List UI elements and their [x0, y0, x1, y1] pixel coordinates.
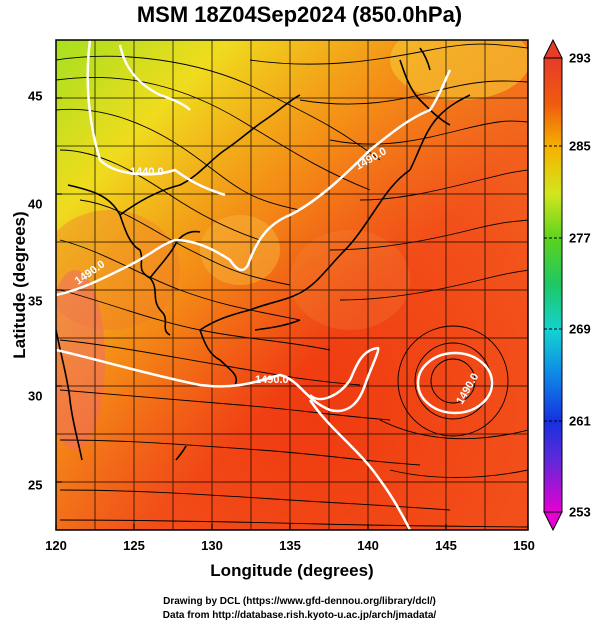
- colorbar-tick-label: 293: [569, 50, 591, 66]
- x-tick-label: 140: [357, 538, 379, 553]
- coastlines: [56, 47, 471, 461]
- colorbar-tick-label: 261: [569, 413, 591, 429]
- x-tick-label: 130: [201, 538, 223, 553]
- x-axis-label: Longitude (degrees): [210, 561, 374, 580]
- y-tick-label: 30: [28, 388, 43, 404]
- y-tick-label: 35: [28, 293, 43, 309]
- colorbar-max-triangle: [543, 38, 563, 59]
- colorbar: [543, 38, 563, 532]
- colorbar-tick-label: 277: [569, 230, 591, 246]
- contour-label: 1490.0: [255, 374, 289, 386]
- wind-streamlines: [56, 43, 528, 528]
- map-title: MSM 18Z04Sep2024 (850.0hPa): [136, 2, 463, 27]
- colorbar-tick-label: 285: [569, 138, 591, 154]
- colorbar-tick-label: 253: [569, 504, 591, 520]
- y-axis-label: Latitude (degrees): [10, 211, 29, 359]
- axis-ticks: [55, 97, 529, 530]
- x-tick-label: 125: [123, 538, 145, 553]
- contour-label: 1440.0: [130, 166, 164, 178]
- x-tick-label: 120: [45, 538, 67, 553]
- temperature-field: [56, 40, 528, 530]
- x-tick-label: 145: [435, 538, 457, 553]
- x-tick-label: 135: [279, 538, 301, 553]
- x-tick-label: 150: [513, 538, 535, 553]
- map-frame: [55, 39, 529, 531]
- y-tick-label: 25: [28, 477, 43, 493]
- credit-drawing: Drawing by DCL (https://www.gfd-dennou.o…: [163, 596, 436, 607]
- y-tick-label: 45: [28, 88, 43, 104]
- height-contours: [56, 40, 494, 530]
- credit-data: Data from http://database.rish.kyoto-u.a…: [162, 610, 437, 621]
- colorbar-tick-label: 269: [569, 321, 591, 337]
- colorbar-min-triangle: [543, 511, 563, 532]
- y-tick-label: 40: [28, 196, 43, 212]
- lat-lon-grid: [56, 40, 528, 530]
